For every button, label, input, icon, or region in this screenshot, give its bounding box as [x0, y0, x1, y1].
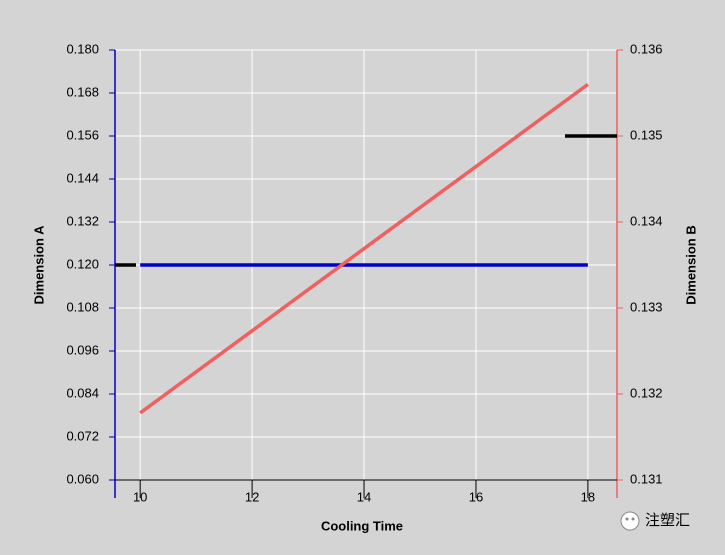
- y-axis-label: Dimension A: [31, 225, 46, 305]
- x-tick-label: 12: [245, 489, 259, 504]
- x-tick-label: 16: [469, 489, 483, 504]
- y-tick-label: 0.168: [66, 84, 99, 99]
- y-tick-label: 0.120: [66, 256, 99, 271]
- y2-tick-label: 0.133: [630, 299, 663, 314]
- y-tick-label: 0.108: [66, 299, 99, 314]
- y2-tick-label: 0.135: [630, 127, 663, 142]
- y2-tick-label: 0.134: [630, 213, 663, 228]
- y-tick-label: 0.144: [66, 170, 99, 185]
- x-tick-label: 18: [581, 489, 595, 504]
- data-line: [139, 82, 589, 415]
- x-axis-label: Cooling Time: [321, 518, 403, 533]
- watermark: 注塑汇: [645, 512, 690, 529]
- x-tick-label: 14: [357, 489, 371, 504]
- y-tick-label: 0.132: [66, 213, 99, 228]
- watermark-logo: [620, 511, 640, 531]
- y-tick-label: 0.156: [66, 127, 99, 142]
- y2-tick-label: 0.131: [630, 471, 663, 486]
- y-tick-label: 0.072: [66, 428, 99, 443]
- y2-axis-label: Dimension B: [683, 225, 698, 304]
- y-tick-label: 0.060: [66, 471, 99, 486]
- y-tick-label: 0.180: [66, 41, 99, 56]
- y-tick-label: 0.096: [66, 342, 99, 357]
- y2-tick-label: 0.132: [630, 385, 663, 400]
- y-tick-label: 0.084: [66, 385, 99, 400]
- y2-tick-label: 0.136: [630, 41, 663, 56]
- x-tick-label: 10: [133, 489, 147, 504]
